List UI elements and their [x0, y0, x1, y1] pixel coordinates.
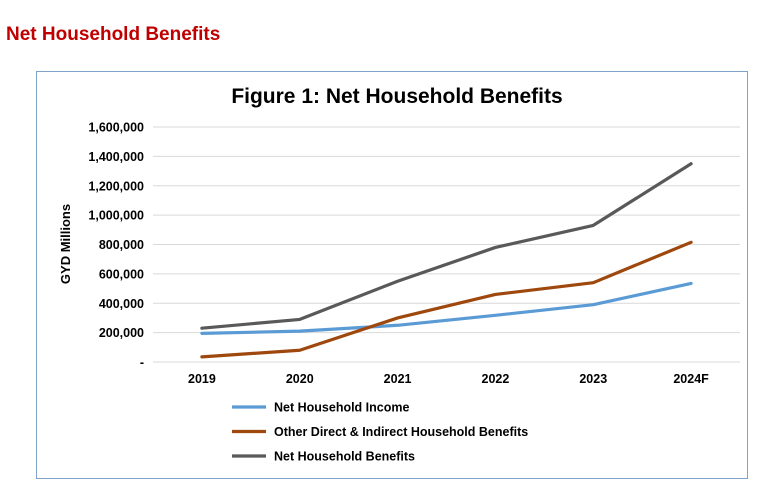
x-tick-label: 2020: [286, 372, 314, 386]
y-tick-label: 800,000: [99, 238, 144, 252]
series-line: [200, 162, 693, 330]
y-tick-label: 1,200,000: [88, 179, 144, 193]
y-tick-labels: - 200,000 400,000 600,000 800,000 1,000,000 1,…: [88, 121, 144, 370]
series-lines: [200, 162, 693, 359]
series-line: [200, 281, 693, 335]
chart-title: Figure 1: Net Household Benefits: [231, 85, 562, 108]
gridlines: [153, 126, 740, 363]
y-tick-label: 200,000: [99, 326, 144, 340]
x-tick-label: 2021: [384, 372, 412, 386]
x-tick-label: 2024F: [673, 372, 709, 386]
y-tick-label: 600,000: [99, 267, 144, 281]
y-tick-label: 1,600,000: [88, 121, 144, 135]
legend-label: Net Household Income: [274, 401, 409, 415]
legend: Net Household Income Other Direct & Indir…: [232, 401, 528, 464]
y-tick-label: 1,000,000: [88, 209, 144, 223]
series-line: [200, 240, 693, 359]
y-tick-label: -: [140, 356, 144, 370]
y-tick-label: 1,400,000: [88, 150, 144, 164]
x-tick-label: 2019: [188, 372, 216, 386]
y-tick-label: 400,000: [99, 297, 144, 311]
legend-label: Other Direct & Indirect Household Benefi…: [274, 425, 528, 439]
x-tick-label: 2023: [579, 372, 607, 386]
x-tick-label: 2022: [482, 372, 510, 386]
x-tick-labels: 2019 2020 2021 2022 2023 2024F: [188, 372, 709, 386]
page-heading: Net Household Benefits: [6, 24, 221, 45]
legend-label: Net Household Benefits: [274, 450, 415, 464]
y-axis-title: GYD Millions: [58, 204, 73, 284]
chart-frame: [36, 71, 748, 479]
